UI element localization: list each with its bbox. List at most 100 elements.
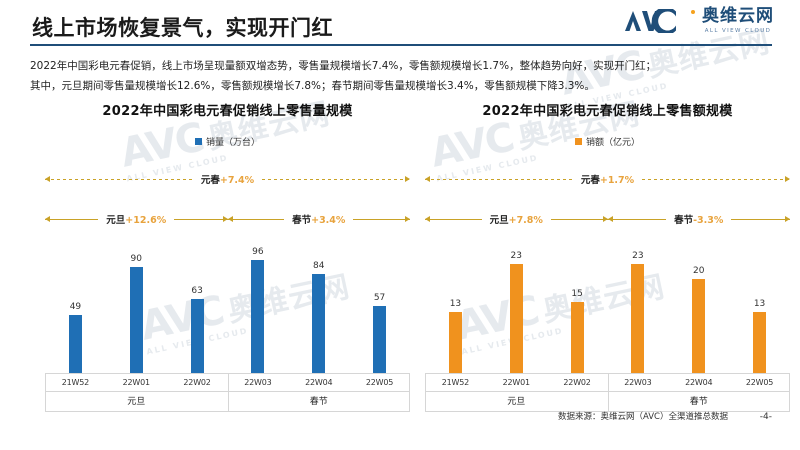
axis-rule — [409, 392, 410, 411]
annotation-total: 元春+1.7% — [425, 170, 791, 188]
annotation-group-1: 元旦+7.8% — [425, 210, 608, 228]
bar — [190, 299, 204, 373]
bar-value-label: 15 — [571, 289, 583, 299]
annotation-group-1-value: +12.6% — [125, 215, 167, 226]
bar-group: 57 — [349, 242, 410, 373]
header-divider — [30, 44, 772, 46]
axis-rule — [409, 374, 410, 391]
annotation-arrow-left-icon — [607, 215, 667, 222]
page-title: 线上市场恢复景气，实现开门红 — [32, 16, 333, 40]
annotation-group-2: 春节+3.4% — [227, 210, 411, 228]
bar-group: 63 — [167, 242, 228, 373]
annotation-arrow-left-icon — [227, 215, 285, 222]
plot-area: 13 23 15 23 20 13 — [425, 242, 790, 374]
bar — [373, 306, 387, 373]
annotation-group-1-value: +7.8% — [508, 215, 543, 226]
bar-group: 13 — [729, 242, 790, 373]
bar-value-label: 20 — [693, 266, 705, 276]
bar-group: 90 — [106, 242, 167, 373]
bar — [312, 274, 326, 373]
bar-group: 15 — [547, 242, 608, 373]
group-axis: 元旦 春节 — [45, 392, 410, 412]
legend-label: 销量（万台） — [205, 138, 260, 148]
axis-rule — [789, 374, 790, 391]
bar-group: 49 — [45, 242, 106, 373]
axis-rule — [789, 392, 790, 411]
group-axis: 元旦 春节 — [425, 392, 790, 412]
x-axis-tick-label: 22W02 — [183, 378, 211, 387]
bar-group: 20 — [668, 242, 729, 373]
avc-logo: 奥维云网 ALL VIEW CLOUD — [623, 6, 774, 34]
logo-en-name: ALL VIEW CLOUD — [704, 27, 772, 34]
annotation-arrow-left-icon — [425, 175, 573, 182]
annotation-group-2-text: 春节+3.4% — [284, 212, 353, 226]
annotation-groups: 元旦+7.8% 春节-3.3% — [425, 210, 790, 228]
bar-value-label: 90 — [130, 254, 142, 264]
chart-retail-volume: 2022年中国彩电元春促销线上零售量规模 销量（万台） 元春+7.4% 元旦+1… — [45, 100, 411, 412]
x-axis-tick-label: 22W05 — [365, 378, 394, 387]
x-axis-tick-label: 22W03 — [624, 378, 652, 387]
bar — [448, 312, 462, 373]
annotation-group-2-text: 春节-3.3% — [666, 212, 731, 226]
legend-label: 销额（亿元） — [585, 138, 640, 148]
bar — [692, 279, 706, 373]
footer-source: 数据来源：奥维云网（AVC）全渠道推总数据 — [557, 412, 728, 422]
annotation-arrow-left-icon — [45, 175, 193, 182]
annotation-arrow-right-icon — [642, 175, 791, 182]
bar-value-label: 63 — [191, 286, 203, 296]
x-axis-tick-label: 21W52 — [441, 378, 470, 387]
x-axis-tick-label: 22W03 — [244, 378, 272, 387]
intro-line-2: 其中，元旦期间零售量规模增长12.6%，零售额规模增长7.8%；春节期间零售量规… — [30, 80, 595, 93]
annotation-groups: 元旦+12.6% 春节+3.4% — [45, 210, 411, 228]
annotation-group-1: 元旦+12.6% — [45, 210, 228, 228]
annotation-group-1-label: 元旦 — [489, 215, 509, 226]
bar-group: 96 — [227, 242, 288, 373]
logo-cn-name: 奥维云网 — [702, 6, 774, 26]
x-axis: 21W52 22W01 22W02 22W03 22W04 22W05 — [425, 374, 790, 392]
axis-rule — [227, 392, 229, 411]
bar-group: 23 — [607, 242, 668, 373]
annotation-total-label: 元春 — [580, 175, 600, 186]
group-axis-label: 元旦 — [127, 397, 146, 407]
legend-swatch-icon — [574, 138, 582, 145]
group-axis-label: 春节 — [309, 397, 328, 407]
annotation-total-text: 元春+1.7% — [573, 172, 642, 186]
bar — [509, 264, 523, 373]
bar — [753, 312, 767, 373]
legend-swatch-icon — [194, 138, 202, 145]
bar — [251, 260, 265, 373]
intro-paragraph: 2022年中国彩电元春促销，线上市场呈现量额双增态势，零售量规模增长7.4%，零… — [30, 56, 770, 97]
axis-rule — [607, 392, 609, 411]
annotation-group-2-value: +3.4% — [311, 215, 346, 226]
annotation-group-2-label: 春节 — [292, 215, 312, 226]
bar-value-label: 13 — [753, 299, 766, 309]
annotation-arrow-right-icon — [731, 215, 790, 222]
chart-title: 2022年中国彩电元春促销线上零售额规模 — [482, 104, 733, 119]
group-axis-label: 春节 — [689, 397, 708, 407]
annotation-arrow-right-icon — [174, 215, 228, 222]
annotation-total-label: 元春 — [200, 175, 220, 186]
axis-rule — [45, 392, 46, 411]
annotation-total-value: +1.7% — [599, 175, 635, 186]
chart-legend: 销额（亿元） — [425, 135, 790, 148]
bar-value-label: 84 — [313, 261, 325, 271]
logo-text: 奥维云网 ALL VIEW CLOUD — [702, 6, 774, 34]
footer-page-number: -4- — [759, 412, 772, 422]
chart-retail-value: 2022年中国彩电元春促销线上零售额规模 销额（亿元） 元春+1.7% 元旦+7… — [425, 100, 791, 412]
bar-value-label: 57 — [373, 293, 386, 303]
avc-wordmark-icon — [623, 8, 685, 33]
bar — [631, 264, 645, 373]
x-axis-tick-label: 22W04 — [305, 378, 333, 387]
x-axis-tick-label: 22W01 — [502, 378, 530, 387]
annotation-total: 元春+7.4% — [45, 170, 411, 188]
annotation-arrow-right-icon — [262, 175, 411, 182]
annotation-group-2: 春节-3.3% — [607, 210, 790, 228]
x-axis-tick-label: 22W02 — [563, 378, 591, 387]
bar-group: 84 — [288, 242, 349, 373]
annotation-group-1-text: 元旦+12.6% — [98, 212, 174, 226]
chart-title: 2022年中国彩电元春促销线上零售量规模 — [102, 104, 353, 119]
bar-value-label: 49 — [69, 302, 82, 312]
annotation-total-value: +7.4% — [219, 175, 255, 186]
plot-area: 49 90 63 96 84 57 — [45, 242, 410, 374]
bar-group: 13 — [425, 242, 486, 373]
